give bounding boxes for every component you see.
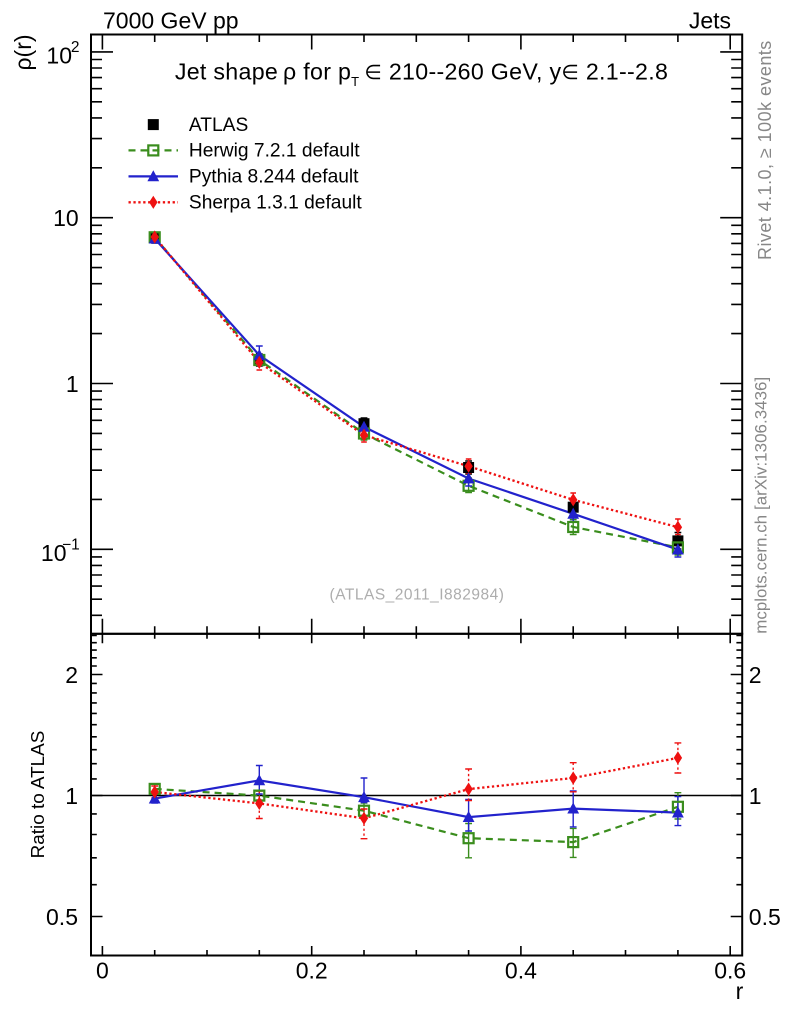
- svg-text:0: 0: [96, 958, 109, 984]
- svg-text:Sherpa 1.3.1 default: Sherpa 1.3.1 default: [189, 193, 362, 214]
- svg-text:2: 2: [749, 662, 762, 688]
- svg-text:1: 1: [66, 371, 79, 397]
- svg-text:Ratio to ATLAS: Ratio to ATLAS: [28, 731, 49, 859]
- svg-text:10: 10: [53, 205, 79, 231]
- svg-text:0.6: 0.6: [714, 958, 746, 984]
- svg-text:2: 2: [71, 39, 80, 56]
- svg-text:2: 2: [65, 662, 78, 688]
- svg-text:−1: −1: [62, 536, 80, 553]
- svg-text:7000 GeV pp: 7000 GeV pp: [103, 8, 239, 34]
- svg-text:10: 10: [46, 43, 72, 69]
- svg-text:Herwig 7.2.1 default: Herwig 7.2.1 default: [189, 141, 360, 162]
- svg-text:0.2: 0.2: [296, 958, 328, 984]
- svg-text:0.5: 0.5: [46, 904, 78, 930]
- svg-text:ρ(r): ρ(r): [10, 34, 36, 70]
- svg-text:1: 1: [65, 783, 78, 809]
- svg-text:Pythia 8.244 default: Pythia 8.244 default: [189, 167, 359, 188]
- svg-text:0.5: 0.5: [749, 904, 781, 930]
- svg-text:r: r: [736, 978, 744, 1004]
- svg-text:Jets: Jets: [689, 8, 731, 34]
- svg-text:(ATLAS_2011_I882984): (ATLAS_2011_I882984): [330, 587, 505, 604]
- svg-text:0.4: 0.4: [505, 958, 537, 984]
- svg-text:Jet shape ρ for pT ∈ 210--260: Jet shape ρ for pT ∈ 210--260 GeV, y∈ 2.…: [175, 58, 668, 89]
- svg-text:mcplots.cern.ch [arXiv:1306.34: mcplots.cern.ch [arXiv:1306.3436]: [752, 377, 771, 634]
- svg-text:Rivet 4.1.0, ≥ 100k events: Rivet 4.1.0, ≥ 100k events: [755, 40, 775, 260]
- svg-text:10: 10: [41, 540, 67, 566]
- svg-text:ATLAS: ATLAS: [189, 115, 248, 136]
- svg-text:1: 1: [749, 783, 762, 809]
